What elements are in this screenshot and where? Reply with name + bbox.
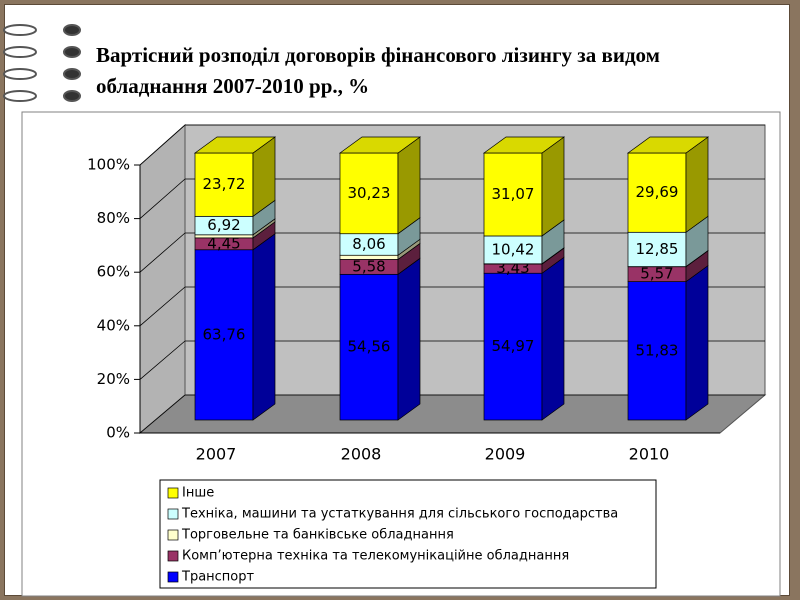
bar-segment xyxy=(483,152,543,237)
bar-segment xyxy=(627,152,687,233)
legend-label: Торговельне та банківське обладнання xyxy=(181,528,454,543)
bar-top xyxy=(338,136,422,154)
data-label: 54,56 xyxy=(348,338,391,356)
data-label: 63,76 xyxy=(203,325,246,343)
data-label: 10,42 xyxy=(492,240,535,258)
bar-segment xyxy=(339,254,399,260)
legend-label: Техніка, машини та устаткування для сіль… xyxy=(181,507,618,522)
bar-top xyxy=(193,136,277,154)
data-label: 4,45 xyxy=(207,234,240,252)
x-tick-label: 2010 xyxy=(629,445,670,464)
legend-label: Інше xyxy=(182,486,214,501)
bar-side xyxy=(397,136,421,235)
bar-top xyxy=(482,136,566,154)
y-tick-label: 80% xyxy=(97,209,130,227)
grid-line xyxy=(139,178,186,219)
legend-swatch xyxy=(167,550,179,562)
bar-segment xyxy=(194,234,254,239)
data-label: 29,69 xyxy=(636,183,679,201)
legend-swatch xyxy=(167,571,179,583)
x-tick-label: 2009 xyxy=(485,445,526,464)
legend-label: Комп’ютерна техніка та телекомунікаційне… xyxy=(182,549,569,564)
y-tick-label: 60% xyxy=(97,263,130,281)
spiral-binding xyxy=(3,24,81,102)
y-tick-label: 0% xyxy=(106,424,130,442)
data-label: 5,57 xyxy=(640,265,673,283)
bar-side xyxy=(541,136,565,237)
data-label: 6,92 xyxy=(207,216,240,234)
bar-segment xyxy=(194,152,254,217)
grid-line xyxy=(139,232,186,273)
data-label: 51,83 xyxy=(636,341,679,359)
data-label: 5,58 xyxy=(352,257,385,275)
bar-top xyxy=(626,136,710,154)
chart-title: Вартісний розподіл договорів фінансового… xyxy=(96,43,660,98)
y-tick-label: 40% xyxy=(97,316,130,334)
grid-line xyxy=(139,286,186,327)
y-tick-label: 20% xyxy=(97,370,130,388)
bar-side xyxy=(397,257,421,421)
data-label: 8,06 xyxy=(352,235,385,253)
grid-line xyxy=(139,394,186,434)
grid-line xyxy=(139,124,186,166)
y-tick-label: 100% xyxy=(87,156,130,174)
data-label: 30,23 xyxy=(348,184,391,202)
bar-side xyxy=(252,233,276,421)
legend-swatch xyxy=(167,487,179,499)
x-tick-label: 2008 xyxy=(341,445,382,464)
bar-side xyxy=(685,136,709,233)
bar-segment xyxy=(194,249,254,421)
bar-side xyxy=(685,264,709,421)
data-label: 31,07 xyxy=(492,185,535,203)
bar-segment xyxy=(339,273,399,421)
bar-segment xyxy=(483,272,543,421)
bar-segment xyxy=(627,231,687,267)
bar-side xyxy=(541,256,565,421)
x-tick-label: 2007 xyxy=(196,445,237,464)
data-label: 54,97 xyxy=(492,337,535,355)
legend-swatch xyxy=(167,508,179,520)
data-label: 12,85 xyxy=(636,240,679,258)
grid-line xyxy=(139,340,186,380)
legend-swatch xyxy=(167,529,179,541)
side-wall xyxy=(139,123,186,435)
data-label: 23,72 xyxy=(203,175,246,193)
legend xyxy=(159,479,657,589)
legend-label: Транспорт xyxy=(181,570,255,585)
